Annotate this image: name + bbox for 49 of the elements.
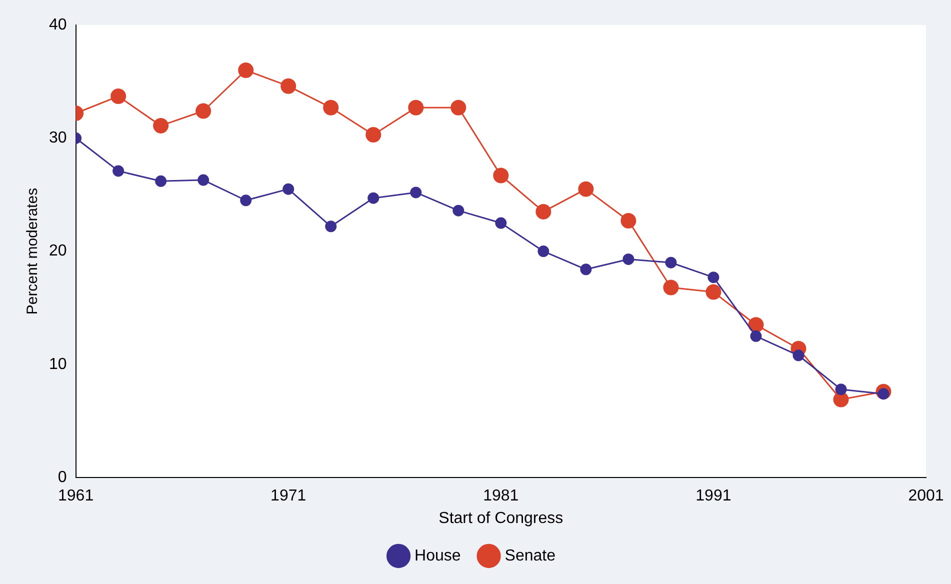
y-tick-label: 0 <box>58 469 67 486</box>
x-axis-title: Start of Congress <box>438 510 564 527</box>
y-tick-label: 10 <box>49 356 67 373</box>
point <box>663 280 679 296</box>
point <box>196 103 212 119</box>
point <box>580 264 592 276</box>
legend-label: Senate <box>504 547 556 564</box>
point <box>408 100 424 116</box>
point <box>368 192 380 204</box>
x-tick-label: 1981 <box>483 488 519 505</box>
point <box>493 168 509 184</box>
x-tick-label: 1961 <box>58 488 94 505</box>
y-tick-label: 20 <box>49 242 67 260</box>
point <box>240 194 252 206</box>
point <box>110 88 126 104</box>
point <box>792 350 804 362</box>
point <box>748 317 764 333</box>
y-axis-title: Percent moderates <box>24 188 42 315</box>
point <box>366 127 382 143</box>
point <box>750 330 762 342</box>
point <box>198 174 210 186</box>
point <box>495 217 507 229</box>
point <box>708 272 720 284</box>
point <box>622 253 634 265</box>
point <box>536 204 552 220</box>
point <box>538 246 550 258</box>
point <box>280 78 296 94</box>
point <box>620 213 636 228</box>
point <box>833 392 849 408</box>
point <box>238 62 254 78</box>
point <box>410 186 422 198</box>
point <box>665 256 677 268</box>
point <box>578 181 594 197</box>
x-tick-label: 1971 <box>270 488 306 505</box>
point <box>323 100 339 116</box>
legend-label: House <box>414 547 461 564</box>
point <box>706 284 722 300</box>
y-tick-label: 30 <box>49 130 67 147</box>
point <box>155 175 167 187</box>
point <box>325 220 337 232</box>
point <box>153 118 169 134</box>
point <box>450 100 466 116</box>
x-tick-label: 1991 <box>696 488 732 505</box>
x-tick-label: 2001 <box>908 488 944 505</box>
y-tick-label: 40 <box>49 16 67 34</box>
point <box>452 204 464 216</box>
point <box>282 183 294 195</box>
point <box>112 165 124 177</box>
point <box>835 384 847 396</box>
